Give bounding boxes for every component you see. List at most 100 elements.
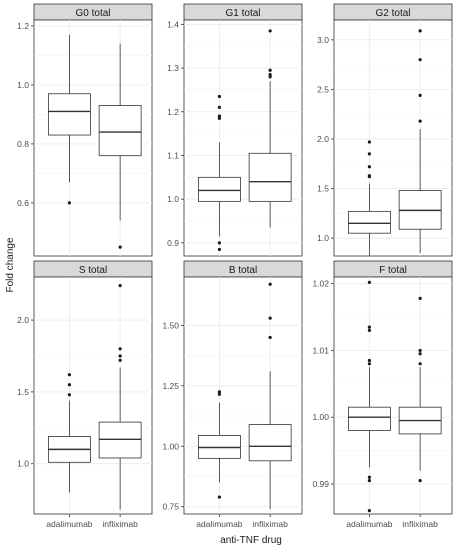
panel-background xyxy=(33,276,153,515)
outlier-point xyxy=(118,347,122,351)
y-tick-label: 1.0 xyxy=(167,194,179,204)
outlier-point xyxy=(217,105,221,110)
panel-f-total: F total 0.99 1.00 1.01 1.02 adalimumab inflixi… xyxy=(312,260,453,529)
box-infliximab xyxy=(98,284,142,510)
box-infliximab xyxy=(98,43,142,249)
box-infliximab xyxy=(398,296,442,483)
outlier-point xyxy=(118,245,122,249)
outlier-point xyxy=(418,362,422,366)
outlier-point xyxy=(268,73,272,77)
y-tick-label: 1.1 xyxy=(167,150,179,160)
outlier-point xyxy=(217,94,221,99)
x-tick-label: adalimumab xyxy=(196,519,243,529)
y-tick-label: 0.99 xyxy=(312,479,329,489)
y-tick-label: 0.8 xyxy=(17,139,29,149)
outlier-point xyxy=(118,358,122,362)
outlier-point xyxy=(67,393,71,397)
outlier-point xyxy=(367,165,371,169)
outlier-point xyxy=(367,509,371,513)
outlier-point xyxy=(367,328,371,333)
box-infliximab xyxy=(248,29,292,228)
x-tick-label: infliximab xyxy=(252,519,288,529)
facet-title: F total xyxy=(379,265,407,276)
y-tick-label: 1.4 xyxy=(167,19,179,29)
outlier-point xyxy=(418,479,422,483)
y-tick-label: 1.0 xyxy=(17,459,29,469)
panel-g1-total: G1 total 0.9 1.0 1.1 1.2 1.3 1.4 xyxy=(167,3,303,257)
y-tick-label: 1.50 xyxy=(162,320,179,330)
y-tick-label: 2.0 xyxy=(17,315,29,325)
outlier-point xyxy=(217,495,221,499)
iqr-box xyxy=(98,421,142,459)
box-adalimumab xyxy=(197,390,241,499)
outlier-point xyxy=(418,93,422,97)
panel-b-total: B total 0.75 1.00 1.25 1.50 adalimumab inflixi… xyxy=(162,260,303,529)
outlier-point xyxy=(418,58,422,62)
y-tick-label: 1.25 xyxy=(162,381,179,391)
y-axis-title: Fold change xyxy=(5,237,16,292)
y-tick-label: 1.2 xyxy=(167,107,179,117)
y-tick-label: 1.0 xyxy=(17,80,29,90)
x-tick-label: adalimumab xyxy=(346,519,393,529)
x-tick-label: infliximab xyxy=(102,519,138,529)
outlier-point xyxy=(367,325,371,329)
panel-s-total: S total 1.0 1.5 2.0 adalimumab infliximab xyxy=(17,260,153,529)
facet-title: G1 total xyxy=(225,8,260,19)
box-adalimumab xyxy=(197,94,241,252)
box-adalimumab xyxy=(347,140,391,256)
outlier-point xyxy=(367,280,371,284)
outlier-point xyxy=(268,282,272,286)
facet-title: S total xyxy=(79,265,107,276)
outlier-point xyxy=(67,373,71,377)
panels-layer: G0 total 0.6 0.8 1.0 1.2 G1 total 0.9 1.0 1.1 1.2… xyxy=(17,3,453,529)
outlier-point xyxy=(217,247,221,252)
outlier-point xyxy=(418,352,422,356)
x-tick-label: adalimumab xyxy=(46,519,93,529)
outlier-point xyxy=(367,152,371,156)
y-tick-label: 1.00 xyxy=(162,441,179,451)
outlier-point xyxy=(118,284,122,288)
outlier-point xyxy=(67,383,71,387)
y-tick-label: 0.9 xyxy=(167,238,179,248)
y-tick-label: 1.5 xyxy=(317,184,329,194)
box-adalimumab xyxy=(48,373,91,493)
iqr-box xyxy=(98,105,142,157)
outlier-point xyxy=(418,119,422,123)
panel-background xyxy=(183,276,303,515)
outlier-point xyxy=(367,358,371,363)
y-tick-label: 2.0 xyxy=(317,134,329,144)
outlier-point xyxy=(367,479,371,483)
box-infliximab xyxy=(398,29,442,254)
y-tick-label: 0.6 xyxy=(17,198,29,208)
box-infliximab xyxy=(248,282,292,510)
outlier-point xyxy=(367,174,371,178)
outlier-point xyxy=(367,362,371,366)
outlier-point xyxy=(418,29,422,33)
outlier-point xyxy=(217,390,221,394)
y-tick-label: 1.00 xyxy=(312,412,329,422)
y-tick-label: 3.0 xyxy=(317,35,329,45)
y-tick-label: 1.02 xyxy=(312,279,329,289)
facet-title: B total xyxy=(229,265,257,276)
outlier-point xyxy=(268,29,272,33)
y-tick-label: 2.5 xyxy=(317,84,329,94)
x-axis-title: anti-TNF drug xyxy=(220,535,282,546)
y-tick-label: 1.0 xyxy=(317,233,329,243)
outlier-point xyxy=(217,241,221,245)
y-tick-label: 1.01 xyxy=(312,345,329,355)
iqr-box xyxy=(197,176,241,202)
outlier-point xyxy=(367,140,371,144)
iqr-box xyxy=(248,424,292,462)
iqr-box xyxy=(48,93,91,136)
outlier-point xyxy=(268,335,272,340)
outlier-point xyxy=(418,296,422,300)
facet-title: G0 total xyxy=(75,8,110,19)
outlier-point xyxy=(418,348,422,353)
box-adalimumab xyxy=(48,34,91,205)
panel-background xyxy=(183,19,303,257)
outlier-point xyxy=(268,68,272,72)
outlier-point xyxy=(367,475,371,479)
y-tick-label: 1.2 xyxy=(17,21,29,31)
y-tick-label: 1.5 xyxy=(17,387,29,397)
